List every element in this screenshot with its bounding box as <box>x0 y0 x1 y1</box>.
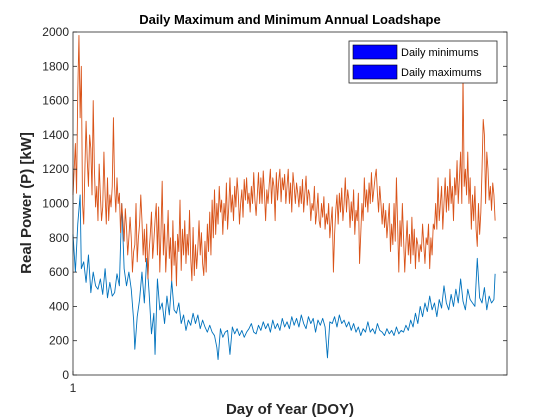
y-tick-label: 1000 <box>42 197 69 211</box>
plot-area <box>73 32 507 375</box>
y-tick-label: 1400 <box>42 128 69 142</box>
y-tick-label: 0 <box>62 368 69 382</box>
y-tick-label: 1800 <box>42 59 69 73</box>
series-line-daily-minimums <box>72 194 496 361</box>
y-tick-label: 1200 <box>42 162 69 176</box>
legend: Daily minimums Daily maximums <box>348 40 498 84</box>
y-tick-label: 800 <box>49 231 69 245</box>
y-tick-label: 400 <box>49 299 69 313</box>
chart-title: Daily Maximum and Minimum Annual Loadsha… <box>139 12 440 27</box>
legend-swatch-daily-minimums <box>352 44 398 60</box>
legend-label-daily-maximums: Daily maximums <box>401 67 482 79</box>
x-axis-title: Day of Year (DOY) <box>226 401 354 418</box>
y-tick-label: 200 <box>49 334 69 348</box>
legend-swatch-daily-maximums <box>352 64 398 80</box>
x-tick-label: 1 <box>70 381 77 395</box>
x-axis-ticks: 1 <box>70 371 77 395</box>
series-layer <box>72 34 496 361</box>
legend-label-daily-minimums: Daily minimums <box>401 47 479 59</box>
y-axis-ticks: 0 200 400 600 800 1000 1200 1400 1600 1800 2000 <box>42 25 507 382</box>
y-tick-label: 1600 <box>42 94 69 108</box>
y-axis-title: Real Power (P) [kW] <box>18 132 35 274</box>
y-tick-label: 600 <box>49 265 69 279</box>
y-tick-label: 2000 <box>42 25 69 39</box>
series-line-daily-maximums <box>72 34 496 287</box>
